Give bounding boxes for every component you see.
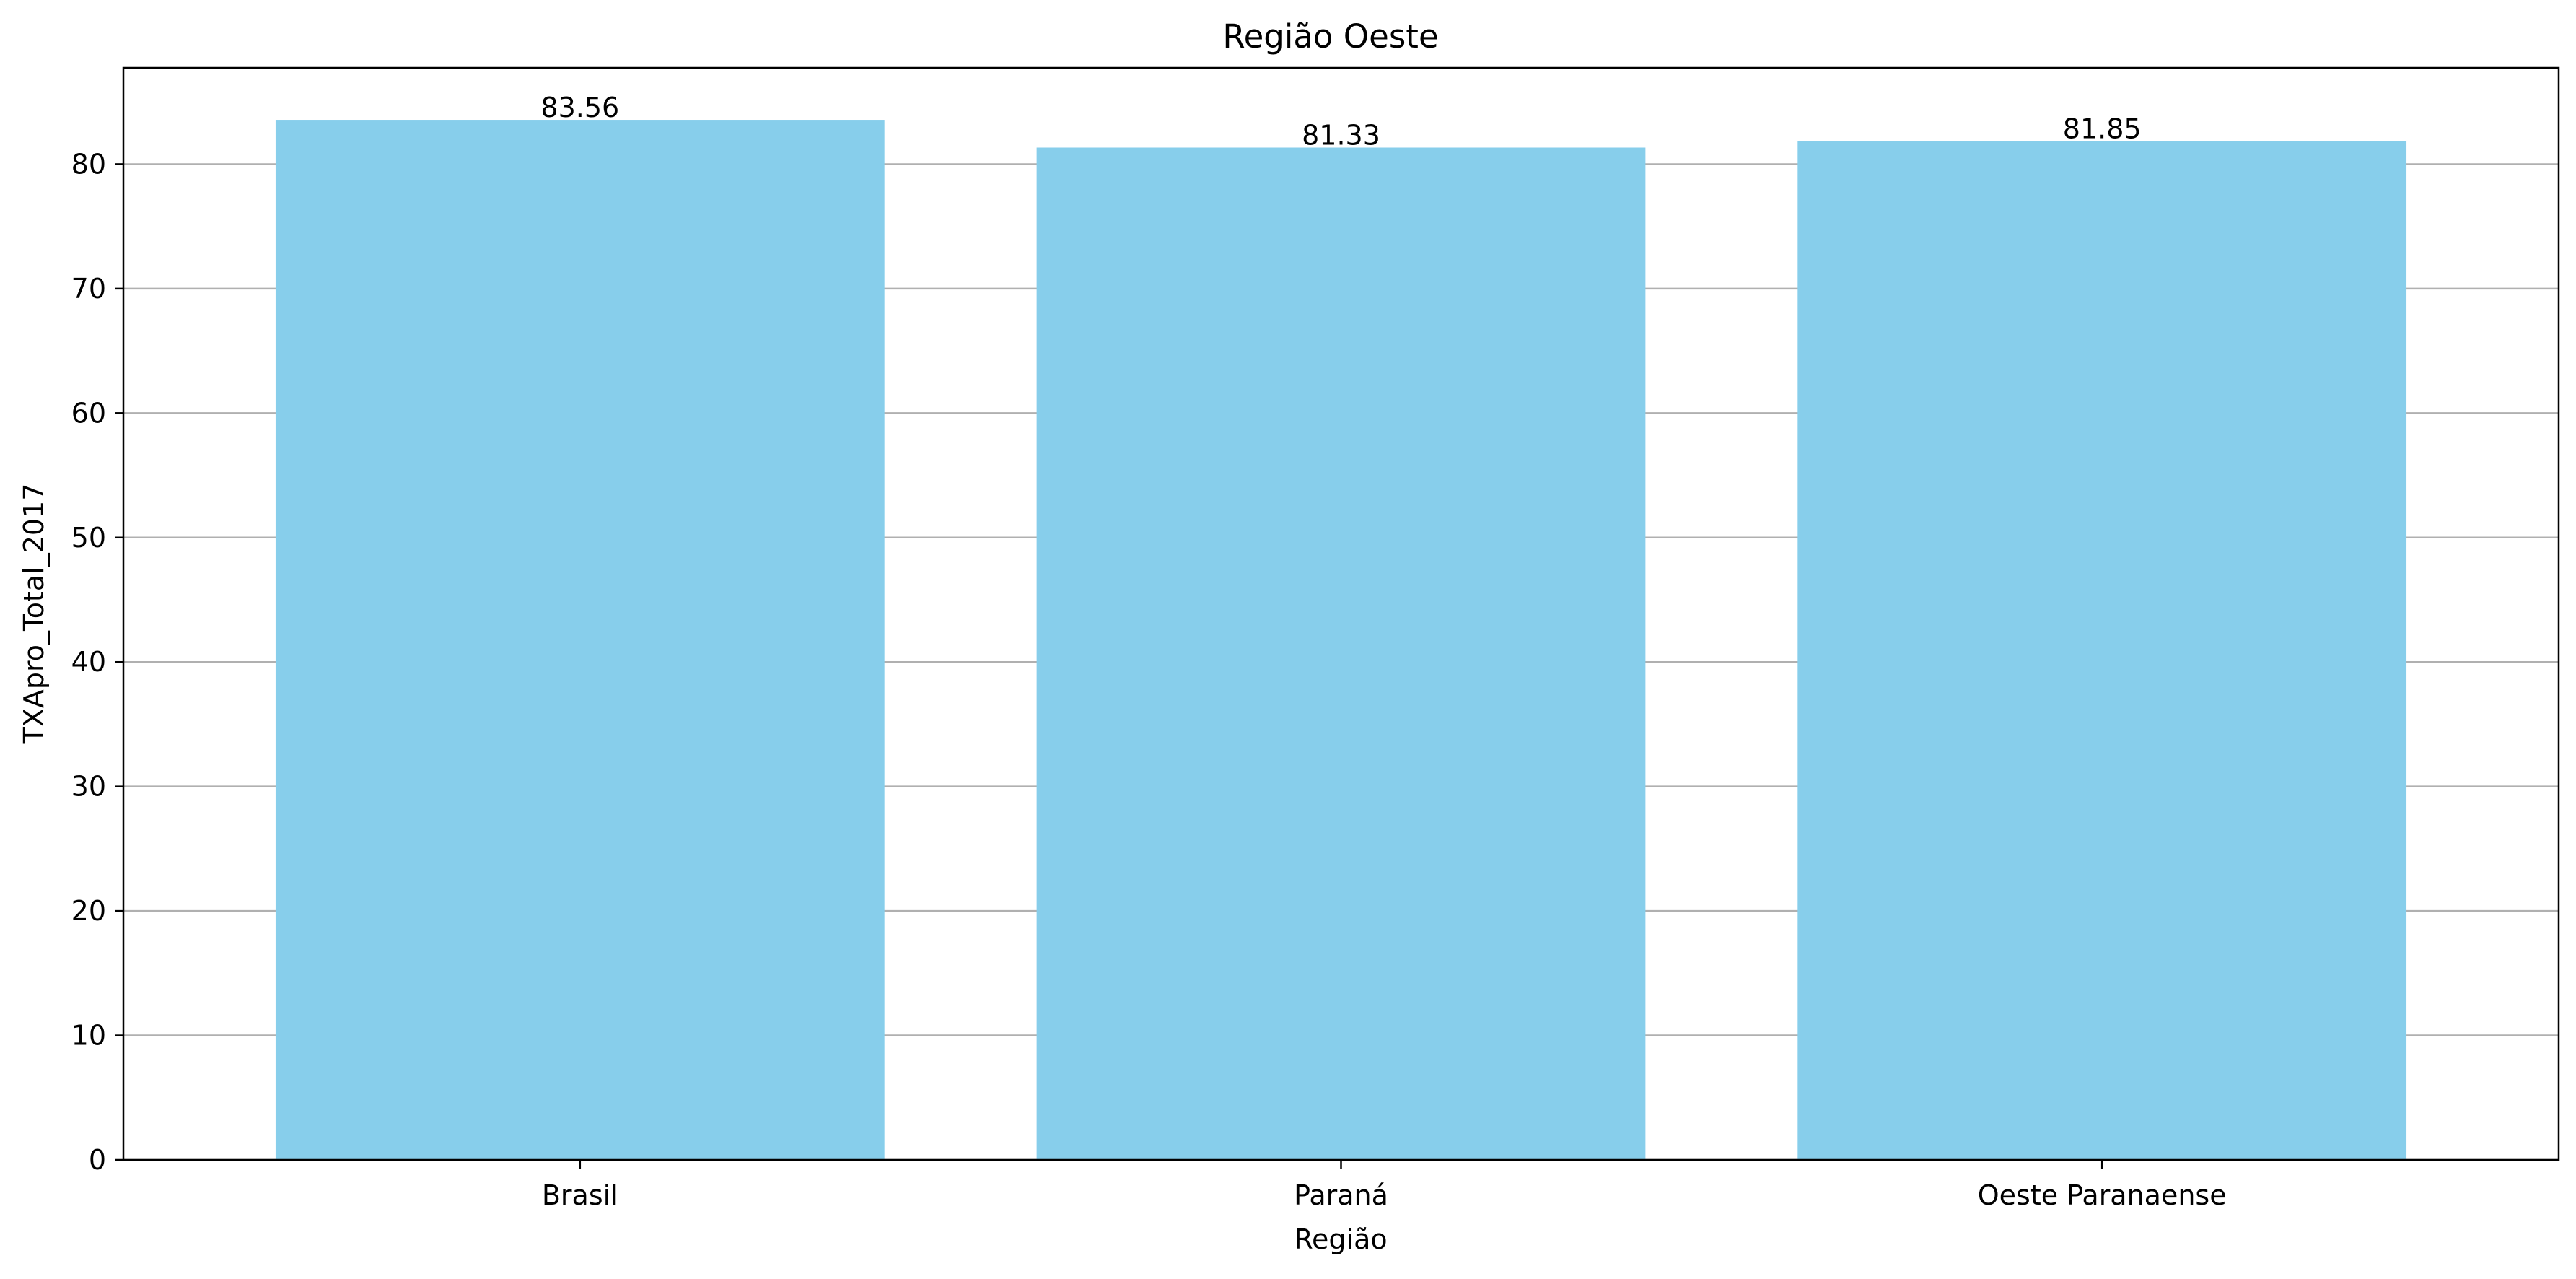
chart-title: Região Oeste	[1222, 17, 1438, 56]
y-tick-label: 20	[71, 895, 106, 927]
x-tick-label: Oeste Paranaense	[1978, 1179, 2227, 1211]
y-axis-label: TXApro_Total_2017	[18, 484, 50, 745]
y-tick-label: 60	[71, 397, 106, 429]
y-tick-label: 80	[71, 148, 106, 180]
y-tick-label: 40	[71, 646, 106, 678]
x-axis-ticks: Brasil Paraná Oeste Paranaense	[542, 1160, 2227, 1211]
y-tick-label: 10	[71, 1020, 106, 1052]
bar-brasil	[275, 120, 885, 1161]
y-tick-label: 50	[71, 522, 106, 554]
x-tick-label: Brasil	[542, 1179, 618, 1211]
plot-frame	[122, 66, 2560, 1161]
y-axis-ticks: 0 10 20 30 40 50 60 70 80	[71, 148, 123, 1176]
bar-value-label: 81.85	[2063, 113, 2142, 145]
y-tick-label: 30	[71, 771, 106, 803]
x-tick-label: Paraná	[1294, 1179, 1388, 1211]
x-axis-label: Região	[1294, 1223, 1387, 1255]
bar-paran-	[1036, 147, 1646, 1160]
y-tick-label: 0	[89, 1144, 106, 1176]
bar-oeste-paranaense	[1797, 141, 2407, 1160]
bar-value-label: 83.56	[540, 92, 619, 123]
bar-value-label: 81.33	[1302, 120, 1380, 152]
bars	[275, 120, 2407, 1161]
y-tick-label: 70	[71, 273, 106, 305]
data-labels: 83.56 81.33 81.85	[540, 92, 2141, 151]
